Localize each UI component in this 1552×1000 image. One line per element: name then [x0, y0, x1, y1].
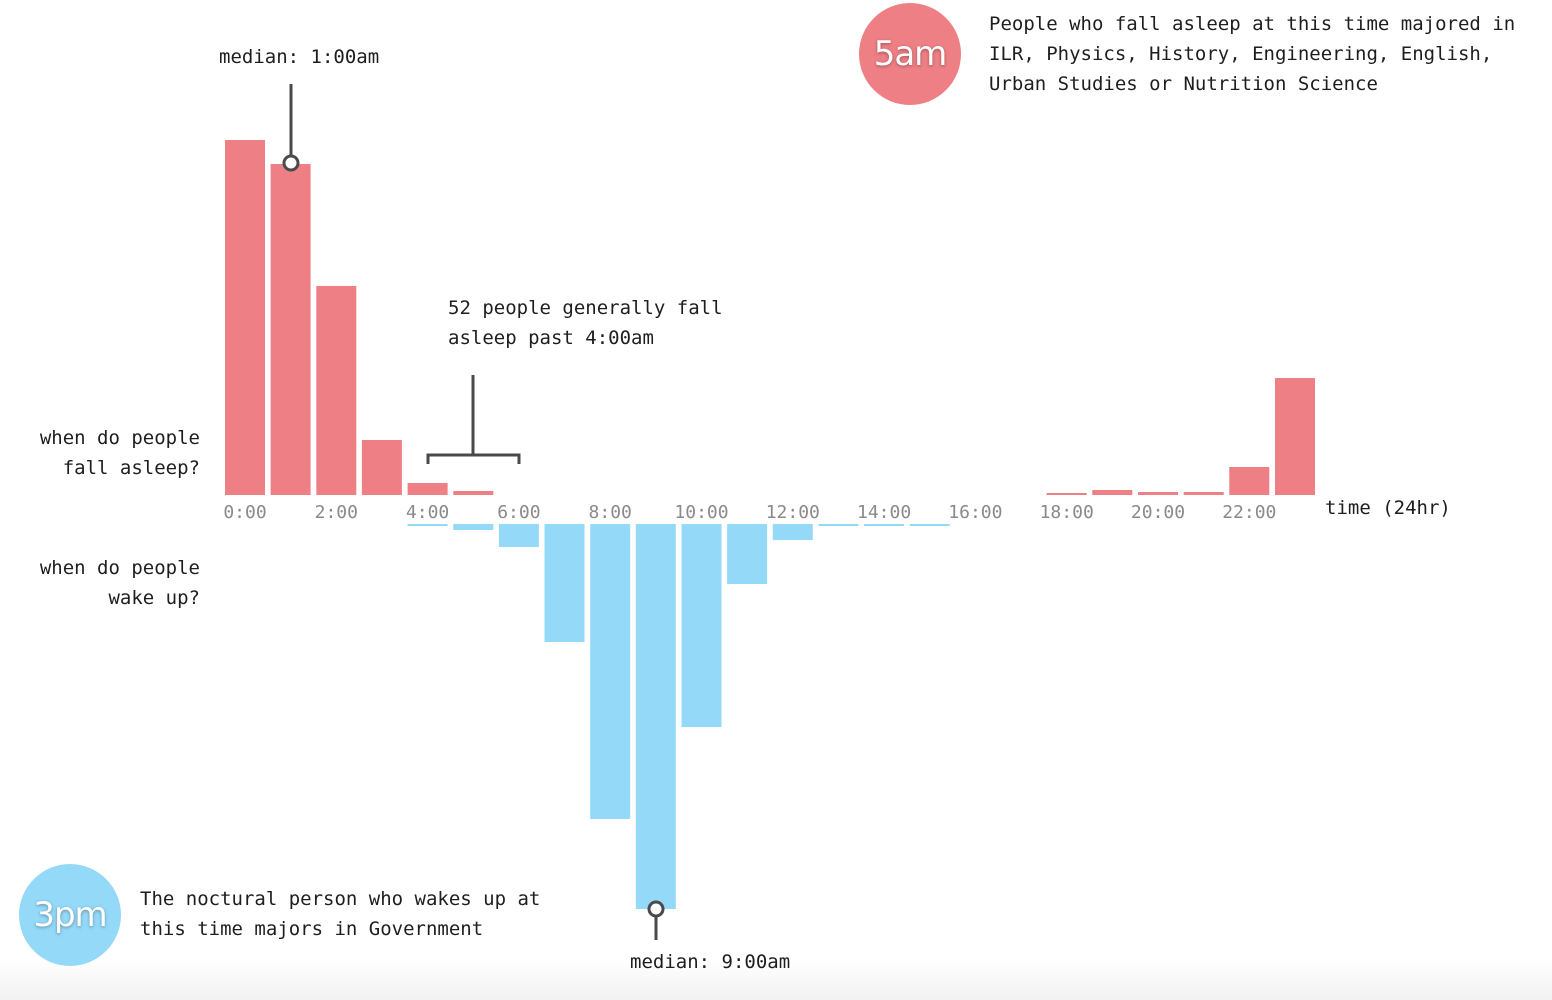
asleep-bar-2300 — [1275, 378, 1315, 495]
x-tick-label: 22:00 — [1222, 502, 1276, 523]
wake-bar-900 — [635, 524, 676, 909]
wake-label-line2: wake up? — [108, 587, 200, 609]
x-tick-label: 10:00 — [674, 502, 728, 523]
callout-3pm-text: The noctural person who wakes up at this… — [140, 884, 540, 944]
badge-3pm: 3pm — [19, 864, 121, 966]
callout-5am-line3: Urban Studies or Nutrition Science — [989, 73, 1378, 95]
callout-3pm-line2: this time majors in Government — [140, 918, 484, 940]
asleep-bar-2000 — [1138, 492, 1178, 495]
x-tick-label: 2:00 — [315, 502, 358, 523]
median-wake-label: median: 9:00am — [630, 951, 791, 973]
x-axis-title: time (24hr) — [1325, 497, 1451, 519]
badge-5am: 5am — [859, 3, 961, 105]
late-sleepers-bracket — [426, 375, 521, 464]
asleep-bar-1800 — [1046, 493, 1087, 495]
wake-bar-1100 — [727, 524, 768, 584]
x-tick-label: 0:00 — [223, 502, 266, 523]
wake-bar-1300 — [818, 524, 859, 526]
wake-bar-1200 — [772, 524, 813, 540]
wake-bar-400 — [407, 524, 448, 526]
x-tick-label: 12:00 — [766, 502, 820, 523]
asleep-bar-100 — [270, 164, 311, 495]
callout-3pm-line1: The noctural person who wakes up at — [140, 888, 541, 910]
wake-bar-1000 — [681, 524, 722, 727]
asleep-bar-200 — [316, 286, 357, 495]
median-asleep-marker — [282, 84, 300, 172]
wake-bar-600 — [498, 524, 539, 547]
asleep-bar-300 — [361, 440, 402, 495]
asleep-label-line1: when do people — [39, 427, 200, 449]
late-sleepers-line1: 52 people generally fall — [448, 297, 723, 319]
callout-5am-line2: ILR, Physics, History, Engineering, Engl… — [989, 43, 1493, 65]
wake-series-label: when do people wake up? — [20, 553, 200, 613]
asleep-series-label: when do people fall asleep? — [20, 423, 200, 483]
wake-label-line1: when do people — [39, 557, 200, 579]
x-tick-label: 4:00 — [406, 502, 449, 523]
asleep-bar-400 — [407, 483, 448, 495]
median-asleep-label: median: 1:00am — [219, 46, 380, 68]
x-tick-label: 14:00 — [857, 502, 911, 523]
x-tick-label: 18:00 — [1040, 502, 1094, 523]
x-tick-label: 20:00 — [1131, 502, 1185, 523]
wake-bar-700 — [544, 524, 585, 642]
x-tick-label: 8:00 — [589, 502, 632, 523]
asleep-bar-500 — [453, 491, 494, 495]
wake-bar-800 — [590, 524, 631, 819]
late-sleepers-line2: asleep past 4:00am — [448, 327, 654, 349]
wake-bar-500 — [453, 524, 494, 530]
fall-asleep-series — [225, 140, 1315, 495]
asleep-bar-2200 — [1229, 467, 1270, 495]
x-tick-label: 6:00 — [497, 502, 540, 523]
late-sleepers-annotation: 52 people generally fall asleep past 4:0… — [448, 293, 723, 353]
x-tick-label: 16:00 — [948, 502, 1002, 523]
asleep-bar-000 — [225, 140, 265, 495]
callout-5am-line1: People who fall asleep at this time majo… — [989, 13, 1516, 35]
wake-up-series — [407, 524, 950, 909]
x-axis-ticks: 0:00 2:00 4:00 6:00 8:00 10:00 12:00 14:00 16:00… — [223, 502, 1276, 523]
wake-bar-1500 — [909, 524, 950, 526]
asleep-label-line2: fall asleep? — [62, 457, 200, 479]
asleep-bar-1900 — [1092, 490, 1133, 495]
median-wake-marker — [647, 900, 665, 940]
callout-5am-text: People who fall asleep at this time majo… — [989, 9, 1515, 99]
wake-bar-1400 — [864, 524, 905, 526]
asleep-bar-2100 — [1183, 492, 1224, 495]
